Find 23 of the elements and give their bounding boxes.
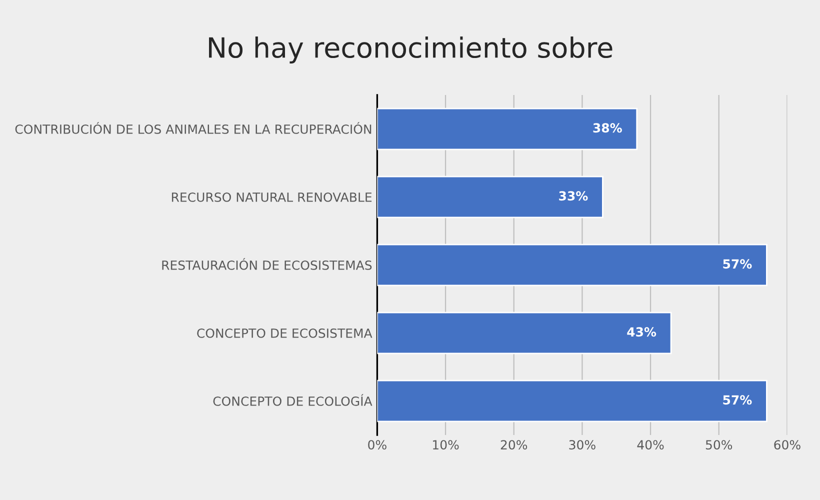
bar	[377, 312, 672, 354]
y-tick-label: CONCEPTO DE ECOSISTEMA	[197, 328, 372, 338]
data-label: 38%	[593, 123, 622, 133]
data-label: 33%	[559, 191, 588, 201]
x-tick-label: 60%	[774, 440, 800, 450]
chart-title: No hay reconocimiento sobre	[209, 36, 612, 64]
x-tick-label: 20%	[500, 440, 528, 450]
x-tick-label: 50%	[706, 440, 732, 450]
x-tick-label: 40%	[637, 440, 664, 450]
y-tick-label: RESTAURACIÓN DE ECOSISTEMAS	[162, 258, 372, 270]
bar	[377, 108, 638, 150]
y-tick-label: RECURSO NATURAL RENOVABLE	[172, 192, 372, 202]
x-tick-label: 30%	[569, 440, 596, 450]
data-label: 57%	[723, 259, 752, 269]
x-tick-label: 0%	[368, 440, 386, 450]
data-label: 57%	[723, 395, 752, 405]
y-tick-label: CONTRIBUCIÓN DE LOS ANIMALES EN LA RECUPERACIÓN	[15, 122, 372, 134]
bar	[377, 380, 768, 422]
y-tick-label: CONCEPTO DE ECOLOGÍA	[213, 394, 372, 406]
x-tick-label: 10%	[433, 440, 459, 450]
bar	[377, 176, 604, 218]
bar	[377, 244, 768, 286]
data-label: 43%	[627, 327, 656, 337]
